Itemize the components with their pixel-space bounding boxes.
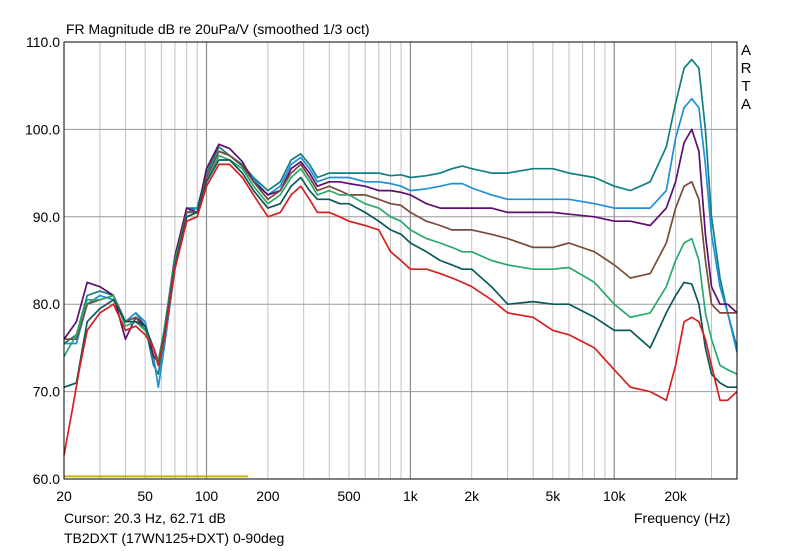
x-tick-label: 5k — [545, 488, 561, 504]
arta-letter: T — [741, 78, 751, 95]
y-tick-label: 100.0 — [25, 121, 60, 137]
x-tick-label: 2k — [464, 488, 480, 504]
tick-labels: 60.0 70.0 80.0 90.0 100.0 110.0 20 50 100 200 500 1… — [25, 34, 688, 504]
x-axis-label: Frequency (Hz) — [634, 510, 731, 526]
x-tick-label: 50 — [137, 488, 153, 504]
y-tick-label: 80.0 — [33, 296, 60, 312]
y-tick-label: 60.0 — [33, 471, 60, 487]
series-line-1 — [63, 58, 738, 375]
y-tick-label: 70.0 — [33, 384, 60, 400]
chart-caption: TB2DXT (17WN125+DXT) 0-90deg — [64, 530, 285, 546]
series-line-2 — [64, 97, 738, 389]
x-tick-label: 200 — [256, 488, 280, 504]
x-tick-label: 10k — [603, 488, 627, 504]
x-tick-label: 500 — [337, 488, 361, 504]
series-layer — [63, 58, 738, 456]
series-line-6 — [63, 159, 737, 389]
y-tick-label: 90.0 — [33, 209, 60, 225]
cursor-readout: Cursor: 20.3 Hz, 62.71 dB — [64, 510, 226, 526]
series-line-7 — [63, 163, 738, 456]
y-tick-label: 110.0 — [26, 34, 60, 50]
arta-letter: R — [740, 60, 752, 77]
x-tick-label: 100 — [195, 488, 219, 504]
plot-frame — [63, 41, 738, 480]
x-tick-label: 1k — [403, 488, 419, 504]
x-tick-label: 20k — [664, 488, 688, 504]
arta-letter: A — [740, 42, 751, 59]
chart-title: FR Magnitude dB re 20uPa/V (smoothed 1/3… — [66, 21, 370, 37]
arta-letter: A — [740, 96, 751, 113]
x-tick-label: 20 — [56, 488, 72, 504]
